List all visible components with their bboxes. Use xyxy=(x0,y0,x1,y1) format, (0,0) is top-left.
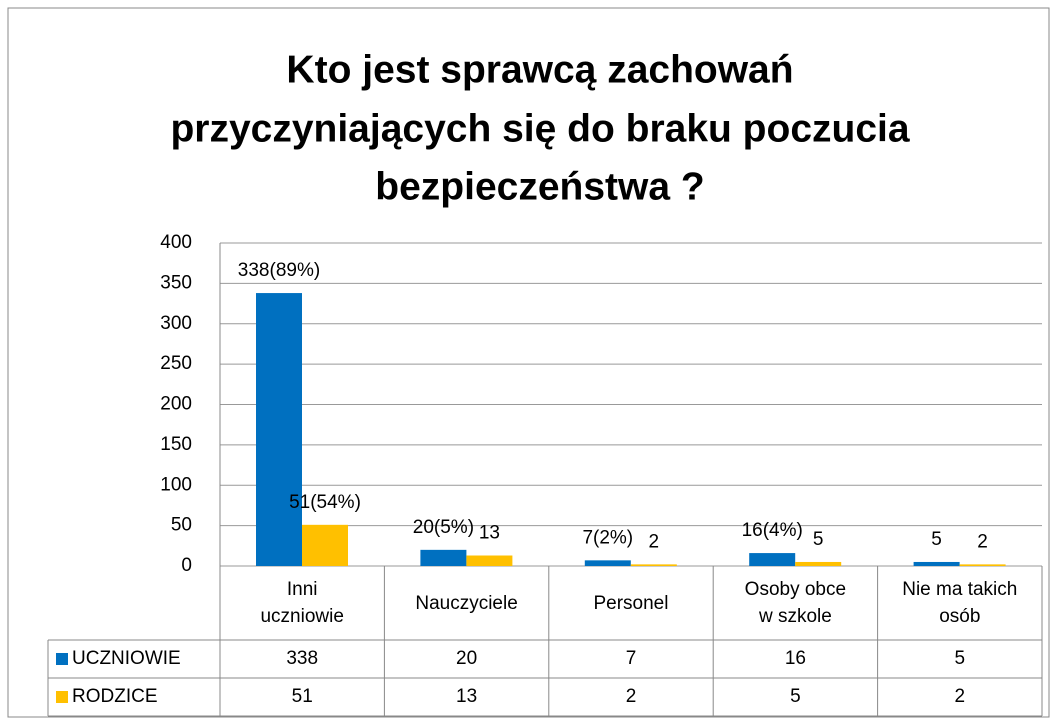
data-label: 338(89%) xyxy=(238,260,320,281)
chart-border xyxy=(7,7,1050,718)
legend-swatch xyxy=(56,691,68,703)
bar xyxy=(584,560,631,566)
data-label: 2 xyxy=(649,531,660,552)
table-cell: 51 xyxy=(292,686,313,707)
table-cell: 5 xyxy=(790,686,801,707)
table-cell: 2 xyxy=(626,686,637,707)
x-tick-label: Nauczyciele xyxy=(415,592,518,614)
x-tick-label: Osoby obce w szkole xyxy=(744,579,847,627)
y-tick-label: 0 xyxy=(181,555,192,576)
bar xyxy=(959,564,1006,566)
data-label: 5 xyxy=(813,529,824,550)
x-tick-label: Inni uczniowie xyxy=(260,579,344,627)
legend-label: UCZNIOWIE xyxy=(72,648,181,669)
bar xyxy=(795,561,842,566)
y-tick-label: 400 xyxy=(160,232,192,253)
data-label: 16(4%) xyxy=(742,520,803,541)
table-cell: 13 xyxy=(456,686,477,707)
chart-title: bezpieczeństwa ? xyxy=(375,165,704,208)
y-tick-label: 50 xyxy=(171,515,192,536)
y-tick-label: 300 xyxy=(160,313,192,334)
table-cell: 338 xyxy=(286,648,318,669)
bar xyxy=(420,549,467,566)
table-cell: 2 xyxy=(955,686,966,707)
data-label: 2 xyxy=(977,531,988,552)
x-tick-label: Personel xyxy=(593,592,669,614)
x-tick-label: Nie ma takich osób xyxy=(902,579,1018,627)
y-tick-label: 150 xyxy=(160,434,192,455)
y-tick-label: 250 xyxy=(160,353,192,374)
y-tick-label: 350 xyxy=(160,272,192,293)
bar xyxy=(913,561,960,566)
y-tick-label: 100 xyxy=(160,474,192,495)
data-label: 51(54%) xyxy=(289,492,361,513)
bar xyxy=(256,293,302,566)
y-tick-label: 200 xyxy=(160,394,192,415)
table-cell: 20 xyxy=(456,648,477,669)
chart-title: Kto jest sprawcą zachowań xyxy=(286,48,793,91)
data-label: 20(5%) xyxy=(413,517,474,538)
table-cell: 7 xyxy=(626,648,637,669)
bar xyxy=(466,555,513,566)
legend-label: RODZICE xyxy=(72,686,158,707)
bar xyxy=(630,564,677,566)
table-cell: 16 xyxy=(785,648,806,669)
table-cell: 5 xyxy=(955,648,966,669)
data-label: 7(2%) xyxy=(582,527,633,548)
data-label: 13 xyxy=(479,523,500,544)
legend-swatch xyxy=(56,653,68,665)
data-label: 5 xyxy=(931,529,942,550)
bar xyxy=(749,553,796,566)
bar xyxy=(302,524,348,566)
chart-title: przyczyniających się do braku poczucia xyxy=(170,107,909,150)
